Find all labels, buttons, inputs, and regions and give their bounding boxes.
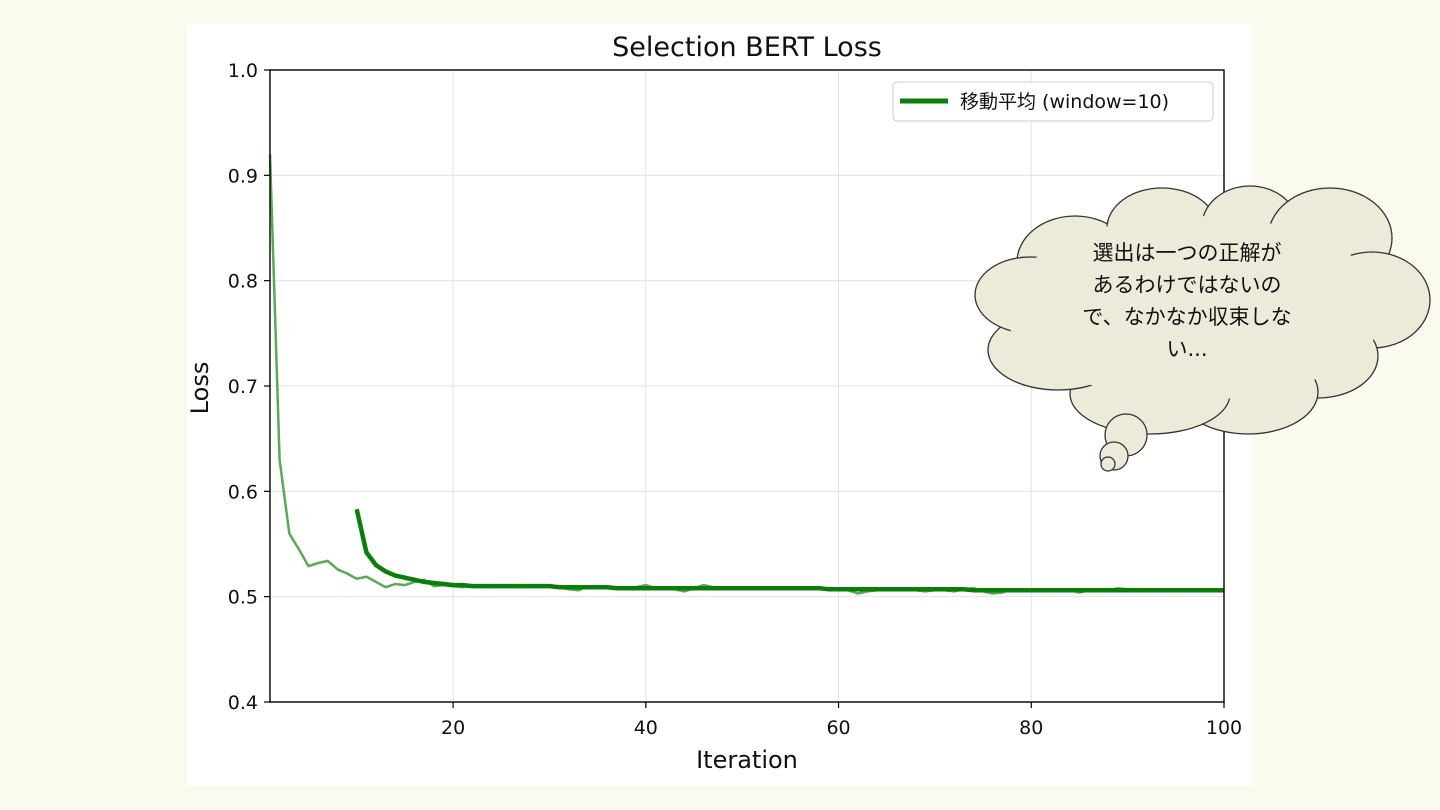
x-axis-label: Iteration [696, 746, 798, 774]
legend: 移動平均 (window=10) [892, 81, 1214, 122]
series-layer [268, 154, 1225, 595]
legend-label-moving-average: 移動平均 (window=10) [960, 91, 1169, 113]
y-tick-label: 0.4 [228, 692, 258, 714]
x-tick-label: 100 [1206, 717, 1242, 739]
thought-dots [1099, 413, 1148, 472]
y-axis-label: Loss [186, 362, 214, 415]
x-tick-label: 60 [826, 717, 850, 739]
thought-text-line-3: で、なかなか収束しな [1082, 305, 1291, 329]
axis-ticks: 0.4 0.5 0.6 0.7 0.8 0.9 1.0 20 40 60 80 100 [228, 60, 1242, 739]
y-tick-label: 0.9 [228, 165, 258, 187]
y-tick-label: 0.6 [228, 481, 258, 503]
x-tick-label: 40 [634, 717, 658, 739]
y-tick-label: 0.8 [228, 271, 258, 293]
thought-text-line-4: い... [1166, 337, 1207, 361]
thought-text-line-2: あるわけではないの [1093, 273, 1282, 297]
thought-text-line-1: 選出は一つの正解が [1093, 241, 1282, 265]
x-tick-label: 80 [1019, 717, 1043, 739]
y-tick-label: 0.7 [228, 376, 258, 398]
thought-dot-small [1100, 456, 1116, 472]
thought-bubble: 選出は一つの正解が あるわけではないの で、なかなか収束しな い... [974, 185, 1431, 472]
chart-title: Selection BERT Loss [612, 32, 882, 63]
series-moving-average-line [354, 508, 1224, 593]
x-tick-label: 20 [441, 717, 465, 739]
thought-cloud [974, 185, 1431, 435]
y-tick-label: 1.0 [228, 60, 258, 82]
thought-cloud-body [1005, 216, 1385, 400]
legend-box [892, 81, 1214, 122]
y-tick-label: 0.5 [228, 587, 258, 609]
